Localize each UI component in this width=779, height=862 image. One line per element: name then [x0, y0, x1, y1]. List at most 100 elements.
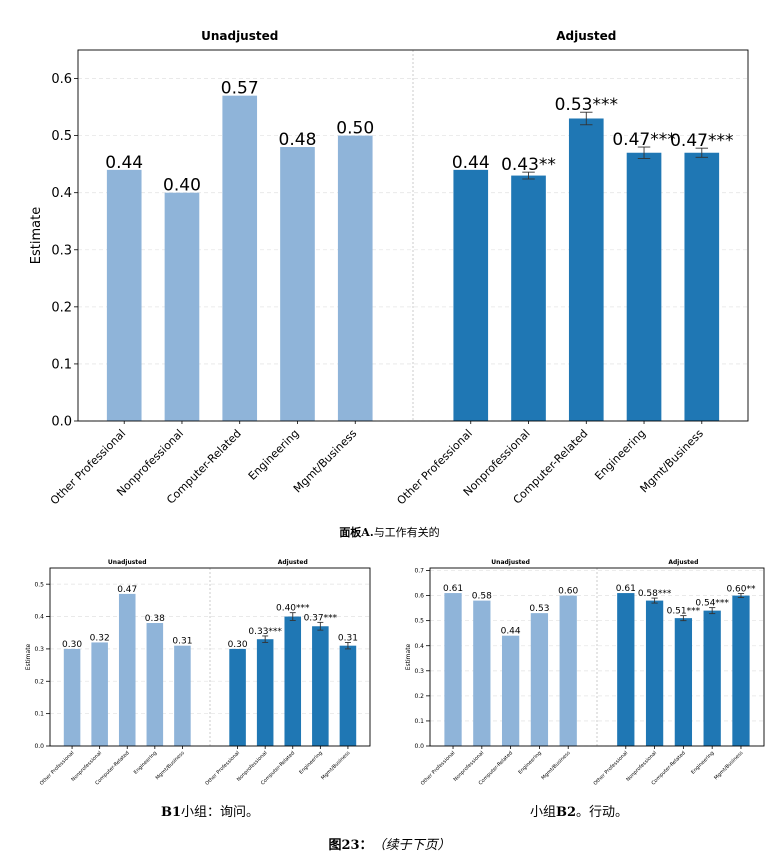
panel-a-ytick-label: 0.6: [51, 72, 72, 87]
panel-b2-bar: [703, 610, 721, 746]
panel-b1-ylabel: Estimate: [25, 643, 32, 670]
panel-a-bar: [337, 135, 373, 421]
panel-b2-xtick-label: Engineering: [517, 750, 542, 775]
panel-b2-series-title: Unadjusted: [491, 559, 530, 566]
panel-b1-ytick-label: 0.5: [34, 581, 44, 588]
panel-b2-xtick-label: Mgmt/Business: [540, 750, 571, 781]
panel-b1-ytick-label: 0.0: [34, 743, 44, 750]
panel-b1-ytick-label: 0.2: [34, 678, 44, 685]
panel-a-bar: [568, 118, 604, 421]
panel-a-value-label: 0.40: [163, 176, 201, 196]
panel-a-bar: [626, 152, 662, 421]
panel-b2-xtick-label: Nonprofessional: [453, 750, 486, 783]
panel-b2-ylabel: Estimate: [405, 643, 412, 670]
panel-b2-ytick-label: 0.2: [414, 693, 424, 700]
panel-b2-xtick-label: Other Professional: [593, 750, 630, 787]
panel-b2-bar: [674, 618, 693, 746]
panel-b1-bar: [284, 616, 302, 746]
panel-b1-value-label: 0.47: [117, 585, 137, 595]
panel-b1-bar: [312, 626, 329, 746]
panel-b2-series-title: Adjusted: [668, 559, 698, 566]
panel-a-caption-bold: 面板A.: [339, 526, 374, 539]
panel-a-ytick-label: 0.1: [51, 357, 72, 372]
panel-b2-bar: [559, 595, 577, 746]
panel-a-value-label: 0.47***: [612, 130, 675, 150]
panel-b1-value-label: 0.40***: [276, 604, 310, 614]
panel-b1-caption: B1小组：询问。: [60, 801, 360, 820]
panel-b1-bar: [174, 645, 191, 746]
panel-b1-bar: [339, 645, 357, 746]
panel-a-value-label: 0.53***: [555, 95, 618, 115]
panel-b1-xtick-label: Other Professional: [204, 750, 241, 787]
panel-b2-bar: [732, 595, 750, 746]
panel-a-ytick-label: 0.4: [51, 186, 72, 201]
panel-a-xtick-label: Engineering: [592, 427, 648, 483]
panel-a-bar: [222, 95, 258, 422]
panel-b1-bar: [256, 639, 274, 746]
panel-b1-ytick-label: 0.3: [34, 646, 44, 653]
panel-b1-value-label: 0.32: [90, 633, 110, 643]
panel-b1-value-label: 0.31: [172, 637, 192, 647]
panel-b2-xtick-label: Nonprofessional: [625, 750, 658, 783]
panel-b1-value-label: 0.37***: [304, 613, 338, 623]
figure-caption-italic: （续于下页）: [372, 838, 451, 853]
panel-a-series-title: Unadjusted: [201, 29, 278, 43]
panel-a-ytick-label: 0.0: [51, 415, 72, 430]
panel-a-ytick-label: 0.2: [51, 300, 72, 315]
panel-b2-value-label: 0.51***: [667, 607, 701, 617]
panel-b1-caption-bold: B1: [160, 805, 182, 820]
panel-a-bar: [511, 175, 546, 421]
panel-a-axes-frame: [77, 49, 749, 422]
panel-b1-value-label: 0.30: [228, 640, 248, 650]
panel-b1-bar: [118, 593, 136, 746]
panel-a-xtick-label: Other Professional: [48, 427, 128, 507]
panel-b2-bar: [501, 635, 520, 746]
panel-a-value-label: 0.57: [221, 79, 259, 99]
panel-b2-value-label: 0.61: [616, 584, 636, 594]
panel-b2-value-label: 0.60**: [726, 585, 756, 595]
panel-b2-caption-bold: B2: [555, 805, 577, 820]
panel-b2-xtick-label: Engineering: [690, 750, 715, 775]
panel-b1-ytick-label: 0.4: [34, 614, 44, 621]
panel-b2-xtick-label: Mgmt/Business: [713, 750, 744, 781]
panel-b2-axes-frame: [429, 567, 765, 747]
panel-a-ylabel: Estimate: [29, 207, 44, 264]
panel-b2-ytick-label: 0.4: [414, 643, 424, 650]
panel-a-xtick-label: Mgmt/Business: [291, 427, 360, 496]
panel-b2-value-label: 0.60: [558, 587, 578, 597]
panel-a-bar: [453, 169, 489, 421]
panel-a-bar: [684, 152, 720, 421]
panel-a-series-title: Adjusted: [556, 29, 616, 43]
panel-b1-bar: [146, 623, 164, 746]
panel-b2-ytick-label: 0.3: [414, 668, 424, 675]
panel-a-value-label: 0.44: [452, 153, 490, 173]
panel-a-bar: [280, 147, 315, 421]
panel-b1-series-title: Unadjusted: [108, 559, 147, 566]
panel-b2-bar: [444, 593, 462, 746]
panel-b1-xtick-label: Mgmt/Business: [320, 750, 351, 781]
panel-b2-ytick-label: 0.5: [414, 618, 424, 625]
panel-a-value-label: 0.47***: [670, 131, 733, 151]
panel-a-xtick-label: Engineering: [246, 427, 302, 483]
panel-b1-bar: [229, 648, 246, 746]
panel-a-xtick-label: Other Professional: [394, 427, 474, 507]
panel-b2-value-label: 0.54***: [695, 599, 729, 609]
panel-b2-bar: [645, 600, 664, 746]
panel-b2-value-label: 0.61: [443, 584, 463, 594]
panel-b1-bar: [63, 648, 81, 746]
panel-b1-value-label: 0.31: [338, 633, 358, 643]
panel-b2-ytick-label: 0.1: [414, 718, 424, 725]
panel-b1-series-title: Adjusted: [278, 559, 308, 566]
panel-b2-caption: 小组B2。行动。: [414, 801, 744, 820]
panel-b1-value-label: 0.30: [62, 640, 82, 650]
panel-b2-value-label: 0.58: [472, 592, 492, 602]
figure-caption: 图23：（续于下页）: [0, 834, 779, 853]
panel-b2-xtick-label: Other Professional: [420, 750, 457, 787]
panel-a-ytick-label: 0.5: [51, 129, 72, 144]
panel-b2-value-label: 0.58***: [638, 589, 672, 599]
panel-a-bar: [106, 169, 142, 421]
panel-b1-xtick-label: Engineering: [133, 750, 158, 775]
panel-b2-bar: [473, 600, 491, 746]
panel-b2-ytick-label: 0.0: [414, 743, 424, 750]
